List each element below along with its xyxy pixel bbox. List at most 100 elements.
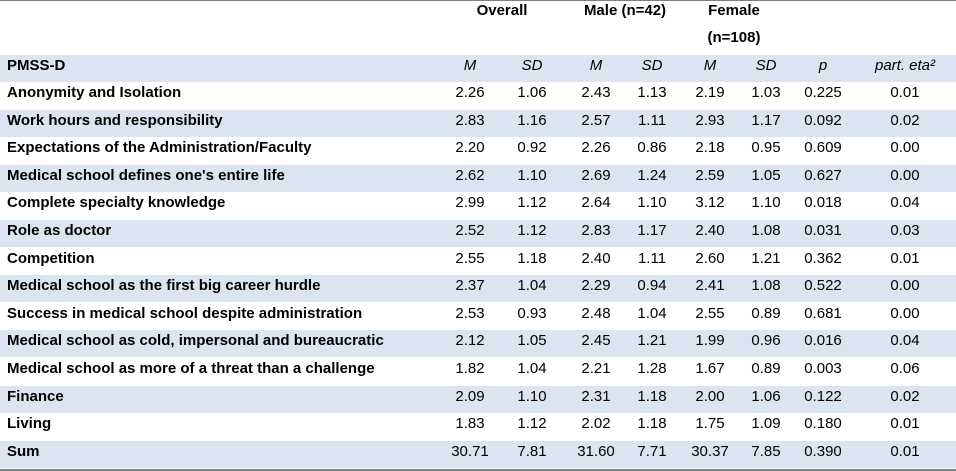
cell-female-sd: 1.06 bbox=[751, 387, 781, 405]
cell-p-value: 0.003 bbox=[804, 360, 842, 377]
column-header-male-sd: SD bbox=[641, 57, 663, 74]
cell-overall-sd: 1.12 bbox=[517, 222, 547, 239]
cell-overall-m: 2.83 bbox=[455, 111, 485, 129]
cell-male-sd: 1.24 bbox=[637, 166, 667, 184]
cell-p-value: 0.225 bbox=[804, 84, 842, 101]
cell-female-m: 2.93 bbox=[695, 111, 725, 129]
cell-female-m: 2.41 bbox=[695, 277, 725, 295]
cell-female-sd: 0.95 bbox=[751, 139, 781, 157]
column-header-label: PMSS-D bbox=[7, 57, 66, 74]
row-label: Sum bbox=[7, 442, 40, 460]
cell-part-eta: 0.01 bbox=[890, 442, 920, 460]
cell-female-sd: 0.89 bbox=[751, 304, 781, 322]
cell-overall-sd: 1.04 bbox=[517, 277, 547, 295]
row-label: Expectations of the Administration/Facul… bbox=[7, 139, 312, 157]
cell-overall-m: 2.26 bbox=[455, 84, 485, 101]
cell-female-sd: 1.03 bbox=[751, 84, 781, 101]
cell-overall-sd: 1.04 bbox=[517, 360, 547, 377]
cell-overall-m: 30.71 bbox=[451, 442, 489, 460]
group-header-overall: Overall bbox=[476, 2, 528, 19]
cell-female-m: 2.19 bbox=[695, 84, 725, 101]
cell-overall-m: 2.53 bbox=[455, 304, 485, 322]
cell-p-value: 0.681 bbox=[804, 304, 842, 322]
cell-male-sd: 1.04 bbox=[637, 304, 667, 322]
table-row: Medical school as cold, impersonal and b… bbox=[0, 330, 956, 358]
row-label: Success in medical school despite admini… bbox=[7, 304, 363, 322]
cell-male-sd: 1.13 bbox=[637, 84, 667, 101]
column-header-overall-m: M bbox=[463, 57, 477, 74]
cell-male-m: 2.83 bbox=[581, 222, 611, 239]
table-row: Sum 30.71 7.81 31.60 7.71 30.37 7.85 0.390 0.01 bbox=[0, 440, 956, 468]
cell-overall-sd: 1.12 bbox=[517, 415, 547, 433]
cell-female-sd: 1.21 bbox=[751, 249, 781, 267]
cell-male-m: 2.31 bbox=[581, 387, 611, 405]
cell-overall-sd: 1.18 bbox=[517, 249, 547, 267]
row-label: Complete specialty knowledge bbox=[7, 194, 226, 212]
table-row: Medical school as more of a threat than … bbox=[0, 358, 956, 385]
cell-male-sd: 1.11 bbox=[637, 249, 667, 267]
cell-female-m: 1.99 bbox=[695, 332, 725, 350]
cell-overall-sd: 1.10 bbox=[517, 166, 547, 184]
cell-part-eta: 0.03 bbox=[890, 222, 920, 239]
cell-female-sd: 1.17 bbox=[751, 111, 781, 129]
column-header-p: p bbox=[818, 57, 828, 74]
cell-p-value: 0.362 bbox=[804, 249, 842, 267]
cell-female-sd: 0.89 bbox=[751, 360, 781, 377]
cell-overall-m: 2.09 bbox=[455, 387, 485, 405]
table-row: Anonymity and Isolation 2.26 1.06 2.43 1.13 2… bbox=[0, 82, 956, 109]
table-row: Success in medical school despite admini… bbox=[0, 303, 956, 330]
cell-overall-sd: 1.12 bbox=[517, 194, 547, 212]
column-header-eta: part. eta² bbox=[874, 57, 936, 74]
cell-female-m: 2.18 bbox=[695, 139, 725, 157]
cell-p-value: 0.627 bbox=[804, 166, 842, 184]
row-label: Competition bbox=[7, 249, 95, 267]
top-rule bbox=[0, 0, 956, 1]
cell-overall-m: 2.52 bbox=[455, 222, 485, 239]
table-row: Medical school defines one's entire life… bbox=[0, 164, 956, 192]
cell-p-value: 0.609 bbox=[804, 139, 842, 157]
cell-overall-m: 2.12 bbox=[455, 332, 485, 350]
cell-female-m: 1.67 bbox=[695, 360, 725, 377]
cell-male-m: 2.02 bbox=[581, 415, 611, 433]
cell-overall-m: 2.99 bbox=[455, 194, 485, 212]
table-row: Expectations of the Administration/Facul… bbox=[0, 137, 956, 164]
cell-male-m: 2.29 bbox=[581, 277, 611, 295]
row-label: Medical school as more of a threat than … bbox=[7, 360, 375, 377]
cell-female-m: 2.60 bbox=[695, 249, 725, 267]
cell-overall-m: 2.62 bbox=[455, 166, 485, 184]
cell-part-eta: 0.00 bbox=[890, 166, 920, 184]
cell-male-m: 2.21 bbox=[581, 360, 611, 377]
cell-overall-sd: 1.06 bbox=[517, 84, 547, 101]
cell-part-eta: 0.01 bbox=[890, 249, 920, 267]
cell-male-m: 2.26 bbox=[581, 139, 611, 157]
cell-p-value: 0.390 bbox=[804, 442, 842, 460]
cell-male-sd: 0.86 bbox=[637, 139, 667, 157]
cell-p-value: 0.018 bbox=[804, 194, 842, 212]
cell-part-eta: 0.00 bbox=[890, 277, 920, 295]
cell-male-m: 2.64 bbox=[581, 194, 611, 212]
cell-female-m: 2.55 bbox=[695, 304, 725, 322]
column-header-female-m: M bbox=[703, 57, 717, 74]
cell-overall-m: 1.83 bbox=[455, 415, 485, 433]
row-label: Medical school as cold, impersonal and b… bbox=[7, 332, 384, 350]
row-label: Work hours and responsibility bbox=[7, 111, 223, 129]
cell-female-sd: 1.05 bbox=[751, 166, 781, 184]
row-label: Medical school as the first big career h… bbox=[7, 277, 321, 295]
table-row: Complete specialty knowledge 2.99 1.12 2.64… bbox=[0, 192, 956, 219]
cell-male-m: 2.69 bbox=[581, 166, 611, 184]
cell-male-sd: 0.94 bbox=[637, 277, 667, 295]
column-header-row: PMSS-D M SD M SD M SD p part. eta² bbox=[0, 55, 956, 82]
group-header-male: Male (n=42) bbox=[583, 2, 667, 19]
cell-male-sd: 7.71 bbox=[637, 442, 667, 460]
cell-male-sd: 1.18 bbox=[637, 387, 667, 405]
cell-p-value: 0.180 bbox=[804, 415, 842, 433]
cell-part-eta: 0.01 bbox=[890, 415, 920, 433]
cell-female-m: 30.37 bbox=[691, 442, 729, 460]
cell-female-sd: 7.85 bbox=[751, 442, 781, 460]
column-header-male-m: M bbox=[589, 57, 603, 74]
column-header-female-sd: SD bbox=[755, 57, 777, 74]
cell-overall-sd: 1.05 bbox=[517, 332, 547, 350]
table-row: Finance 2.09 1.10 2.31 1.18 2.00 1.06 0.122 0.02 bbox=[0, 385, 956, 413]
cell-overall-sd: 0.93 bbox=[517, 304, 547, 322]
